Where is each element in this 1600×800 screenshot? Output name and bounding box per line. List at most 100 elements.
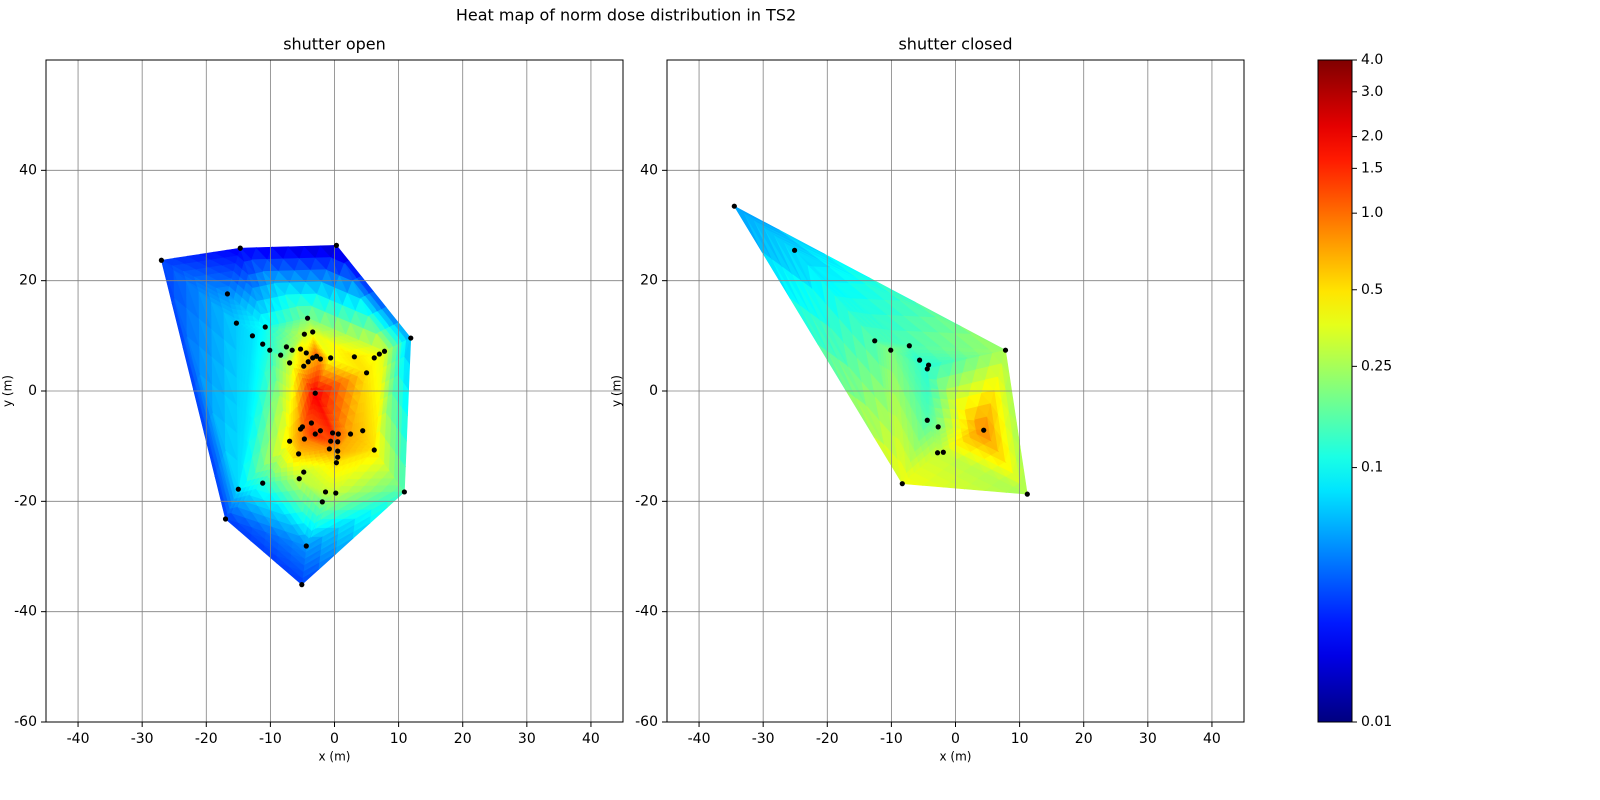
- heat-map: [734, 205, 1029, 495]
- heat-cell: [338, 420, 346, 428]
- heat-cell: [299, 431, 303, 435]
- y-tick-label: 0: [28, 383, 37, 399]
- heat-cell: [271, 348, 276, 351]
- heat-cell: [315, 425, 318, 430]
- heat-cell: [245, 309, 254, 317]
- heat-cell: [310, 431, 314, 435]
- heat-cell: [304, 346, 307, 351]
- data-point: [381, 348, 388, 354]
- heat-cell: [355, 297, 370, 317]
- data-point: [319, 499, 325, 505]
- heat-cell: [273, 282, 286, 297]
- data-point: [289, 347, 295, 353]
- data-point: [303, 350, 309, 356]
- data-point: [317, 428, 323, 434]
- heat-cell: [297, 405, 301, 418]
- data-point: [351, 354, 357, 360]
- data-point: [237, 245, 243, 251]
- heat-cell: [291, 373, 295, 386]
- data-point: [335, 448, 341, 454]
- data-point: [267, 347, 273, 353]
- data-point: [297, 346, 304, 352]
- heat-cell: [333, 344, 342, 350]
- heat-cell: [251, 259, 264, 274]
- data-point: [260, 341, 266, 347]
- data-point: [301, 363, 307, 369]
- data-point: [235, 486, 241, 492]
- heat-cell: [304, 340, 306, 345]
- data-point: [408, 335, 414, 341]
- data-point: [333, 242, 340, 248]
- heat-map: [160, 244, 412, 586]
- heat-cell: [308, 429, 312, 433]
- data-point: [295, 451, 302, 457]
- panel-title: shutter open: [283, 35, 386, 54]
- data-point: [322, 489, 329, 495]
- heat-cell: [299, 433, 304, 437]
- data-point: [283, 344, 290, 350]
- y-tick-label: -40: [14, 604, 37, 620]
- heat-cell: [297, 336, 302, 340]
- x-tick-label: -30: [131, 731, 154, 747]
- y-axis-label: y (m): [1, 375, 15, 407]
- heat-cell: [303, 337, 306, 342]
- data-point: [312, 431, 318, 437]
- heat-cell: [284, 294, 297, 309]
- data-point: [287, 360, 293, 366]
- heat-cell: [311, 354, 314, 356]
- heat-cell: [279, 346, 285, 350]
- data-point: [224, 291, 231, 297]
- y-tick-label: 40: [19, 162, 37, 178]
- data-point: [260, 480, 266, 486]
- data-point: [222, 516, 229, 522]
- data-point: [287, 438, 293, 444]
- data-point: [347, 431, 354, 437]
- data-point: [249, 333, 256, 339]
- y-tick-label: -60: [14, 714, 37, 730]
- data-point: [308, 420, 315, 426]
- heat-cell: [307, 317, 322, 325]
- x-axis-label: x (m): [319, 750, 351, 764]
- data-point: [335, 454, 341, 460]
- data-point: [299, 424, 306, 430]
- heat-cell: [252, 315, 260, 322]
- y-tick-label: 20: [19, 273, 37, 289]
- heat-cell: [319, 335, 328, 341]
- heat-cell: [345, 334, 360, 342]
- data-point: [360, 428, 366, 434]
- heat-cell: [306, 428, 310, 432]
- heat-cell: [340, 348, 349, 354]
- data-point: [301, 436, 307, 442]
- heat-cell: [291, 340, 296, 344]
- data-point: [317, 356, 323, 362]
- heat-cell: [333, 328, 348, 336]
- heat-cell: [369, 352, 375, 355]
- x-tick-label: 10: [390, 731, 408, 747]
- heat-cell: [294, 338, 299, 342]
- heat-cell: [363, 315, 378, 335]
- heat-cell: [313, 424, 317, 428]
- heat-cell: [320, 399, 328, 408]
- heat-cell: [239, 247, 253, 262]
- data-point: [376, 351, 382, 357]
- panel: -40 -30 -20 -10 0 10 20 30 40-60-40-2002040shutt…: [1, 35, 624, 764]
- heat-cell: [364, 353, 370, 356]
- data-point: [328, 355, 334, 361]
- data-point: [401, 489, 407, 495]
- data-point: [371, 355, 377, 361]
- x-tick-label: 30: [518, 731, 536, 747]
- heat-cell: [326, 339, 335, 345]
- heat-cell: [293, 384, 297, 396]
- data-point: [335, 439, 341, 445]
- data-point: [262, 324, 268, 330]
- heat-cell: [309, 353, 313, 356]
- x-tick-label: -10: [259, 731, 282, 747]
- data-point: [303, 543, 309, 549]
- heat-cell: [233, 298, 241, 306]
- x-tick-label: 20: [454, 731, 472, 747]
- data-point: [333, 460, 340, 466]
- data-point: [299, 582, 305, 588]
- heat-cell: [326, 406, 334, 414]
